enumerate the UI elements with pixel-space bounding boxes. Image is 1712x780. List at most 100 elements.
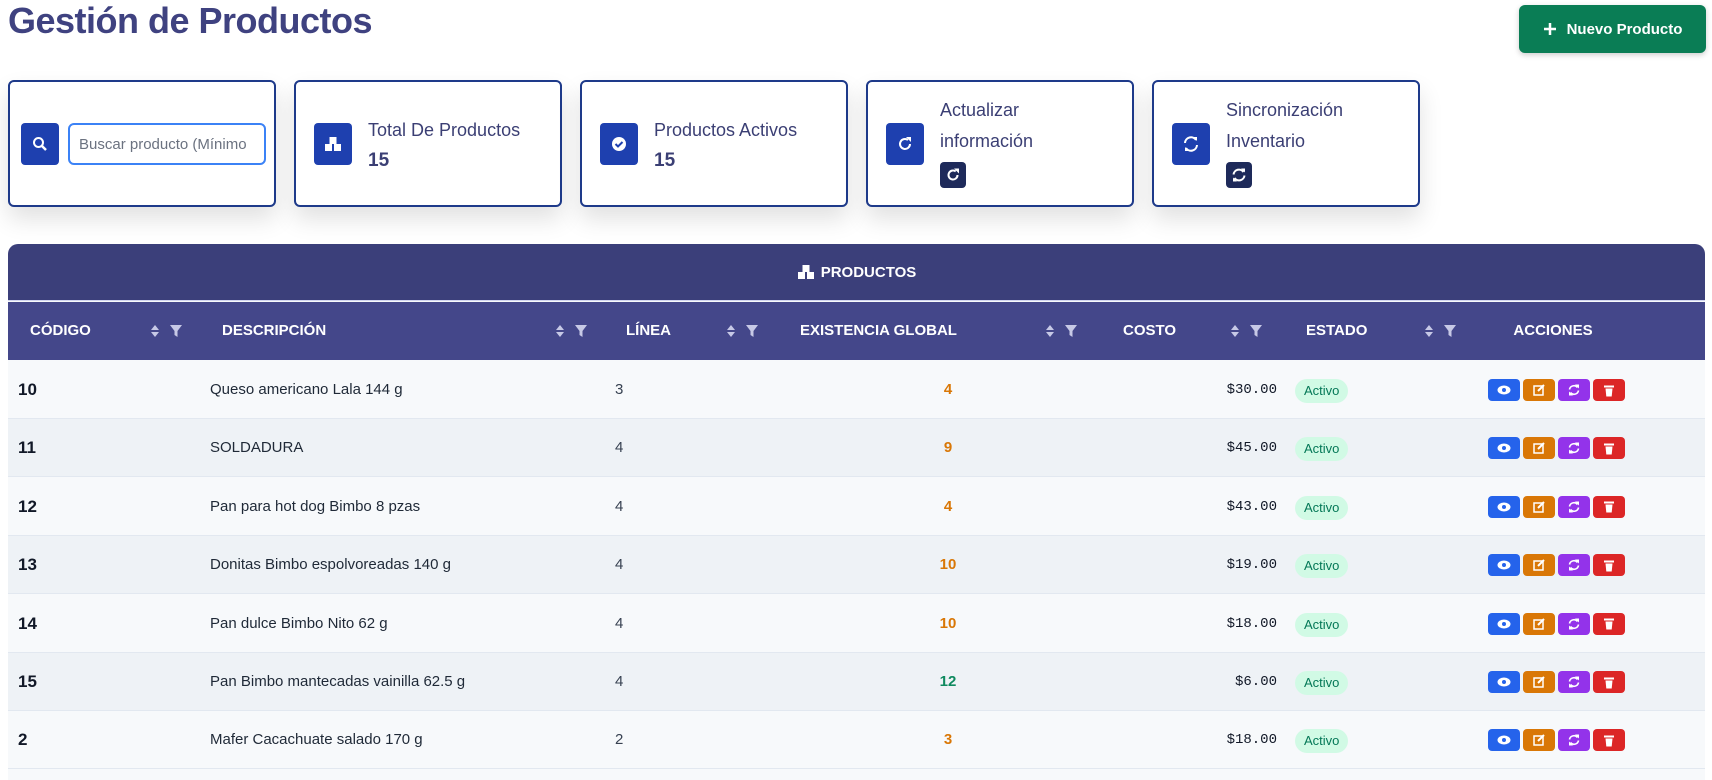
product-cost: $45.00 — [1226, 440, 1277, 457]
product-code: 11 — [18, 438, 36, 458]
column-header: ESTADO — [1306, 322, 1368, 339]
plus-icon — [1543, 23, 1556, 35]
edit-button[interactable] — [1523, 612, 1555, 635]
edit-button[interactable] — [1523, 729, 1555, 752]
delete-button[interactable] — [1593, 554, 1625, 577]
sync-button[interactable] — [1558, 437, 1590, 460]
view-button[interactable] — [1488, 729, 1520, 752]
column-header: ACCIONES — [1513, 322, 1593, 339]
products-table: PRODUCTOS CÓDIGO DESCRIPCIÓN LÍNEA EXISTENC… — [8, 244, 1705, 780]
delete-button[interactable] — [1593, 729, 1625, 752]
sort-filter-icons[interactable] — [149, 324, 183, 338]
product-line: 4 — [615, 614, 624, 632]
new-product-button[interactable]: Nuevo Producto — [1519, 5, 1706, 53]
column-header: DESCRIPCIÓN — [222, 322, 327, 339]
product-cost: $30.00 — [1226, 382, 1277, 398]
sync-button[interactable] — [1558, 729, 1590, 752]
page-title: Gestión de Productos — [8, 0, 373, 41]
sync-button[interactable] — [1558, 612, 1590, 635]
view-button[interactable] — [1488, 612, 1520, 635]
search-icon[interactable] — [21, 123, 59, 165]
product-stock: 10 — [939, 556, 957, 574]
status-badge: Activo — [1295, 612, 1349, 637]
card-icon — [1172, 123, 1210, 165]
card-value: 15 — [368, 150, 390, 171]
sort-filter-icons[interactable] — [1229, 324, 1263, 338]
table-row: 13 Donitas Bimbo espolvoreadas 140 g 4 10 $1… — [8, 536, 1705, 595]
table-title: PRODUCTOS — [820, 263, 917, 281]
sort-filter-icons[interactable] — [1044, 324, 1078, 338]
product-cost: $19.00 — [1226, 557, 1277, 574]
product-line: 3 — [615, 381, 624, 398]
product-stock: 12 — [939, 673, 957, 690]
product-line: 4 — [615, 439, 624, 457]
product-cost: $18.00 — [1226, 732, 1277, 749]
product-stock: 4 — [943, 381, 953, 398]
product-line: 4 — [615, 673, 624, 690]
stat-card: Productos Activos 15 — [580, 80, 848, 207]
search-input[interactable]: Buscar producto (Mínimo — [68, 123, 266, 165]
edit-button[interactable] — [1523, 437, 1555, 460]
view-button[interactable] — [1488, 437, 1520, 460]
delete-button[interactable] — [1593, 612, 1625, 635]
product-description: Queso americano Lala 144 g — [210, 381, 403, 398]
product-code: 2 — [18, 730, 28, 750]
button-label: Nuevo Producto — [1566, 20, 1683, 38]
product-code: 13 — [18, 555, 37, 575]
edit-button[interactable] — [1523, 379, 1555, 401]
product-line: 4 — [615, 497, 624, 515]
status-badge: Activo — [1295, 379, 1349, 403]
product-description: Pan Bimbo mantecadas vainilla 62.5 g — [210, 673, 466, 690]
stat-card: Total De Productos 15 — [294, 80, 562, 207]
product-description: SOLDADURA — [210, 439, 304, 457]
column-header: CÓDIGO — [30, 322, 91, 339]
card-label: Sincronización Inventario — [1226, 100, 1344, 151]
sync-button[interactable] — [1558, 554, 1590, 577]
product-stock: 9 — [943, 439, 953, 457]
status-badge: Activo — [1295, 437, 1349, 462]
view-button[interactable] — [1488, 379, 1520, 401]
delete-button[interactable] — [1593, 495, 1625, 518]
refresh-button[interactable] — [940, 162, 966, 188]
product-code: 14 — [18, 613, 37, 633]
card-label: Productos Activos — [654, 120, 798, 140]
delete-button[interactable] — [1593, 437, 1625, 460]
card-icon — [886, 123, 924, 165]
sort-filter-icons[interactable] — [1423, 324, 1457, 338]
action-card: Sincronización Inventario — [1152, 80, 1420, 207]
sync-button[interactable] — [1558, 379, 1590, 401]
sync-button[interactable] — [1558, 671, 1590, 693]
product-cost: $6.00 — [1234, 674, 1277, 690]
sort-filter-icons[interactable] — [554, 324, 588, 338]
card-icon — [600, 123, 638, 165]
product-description: Donitas Bimbo espolvoreadas 140 g — [210, 556, 451, 574]
edit-button[interactable] — [1523, 671, 1555, 693]
view-button[interactable] — [1488, 495, 1520, 518]
sort-filter-icons[interactable] — [725, 324, 759, 338]
edit-button[interactable] — [1523, 495, 1555, 518]
search-placeholder: Buscar producto (Mínimo — [79, 135, 247, 153]
table-title-bar: PRODUCTOS — [8, 244, 1705, 301]
column-header: LÍNEA — [626, 322, 671, 339]
product-code: 15 — [18, 672, 37, 691]
column-header: COSTO — [1123, 322, 1177, 339]
product-description: Pan para hot dog Bimbo 8 pzas — [210, 497, 421, 515]
view-button[interactable] — [1488, 554, 1520, 577]
view-button[interactable] — [1488, 671, 1520, 693]
product-code: 10 — [18, 380, 37, 399]
product-description: Pan dulce Bimbo Nito 62 g — [210, 614, 388, 632]
card-icon — [314, 123, 352, 165]
product-description: Mafer Cacachuate salado 170 g — [210, 731, 423, 749]
product-code: 12 — [18, 496, 37, 516]
product-stock: 10 — [939, 614, 957, 632]
edit-button[interactable] — [1523, 554, 1555, 577]
card-label: Total De Productos — [368, 120, 521, 140]
sync-button[interactable] — [1226, 162, 1252, 188]
table-header: CÓDIGO DESCRIPCIÓN LÍNEA EXISTENCIA GLOBAL C… — [8, 302, 1705, 360]
sync-button[interactable] — [1558, 495, 1590, 518]
table-row: 11 SOLDADURA 4 9 $45.00 Activo — [8, 419, 1705, 478]
delete-button[interactable] — [1593, 379, 1625, 401]
delete-button[interactable] — [1593, 671, 1625, 693]
product-cost: $43.00 — [1226, 498, 1277, 515]
